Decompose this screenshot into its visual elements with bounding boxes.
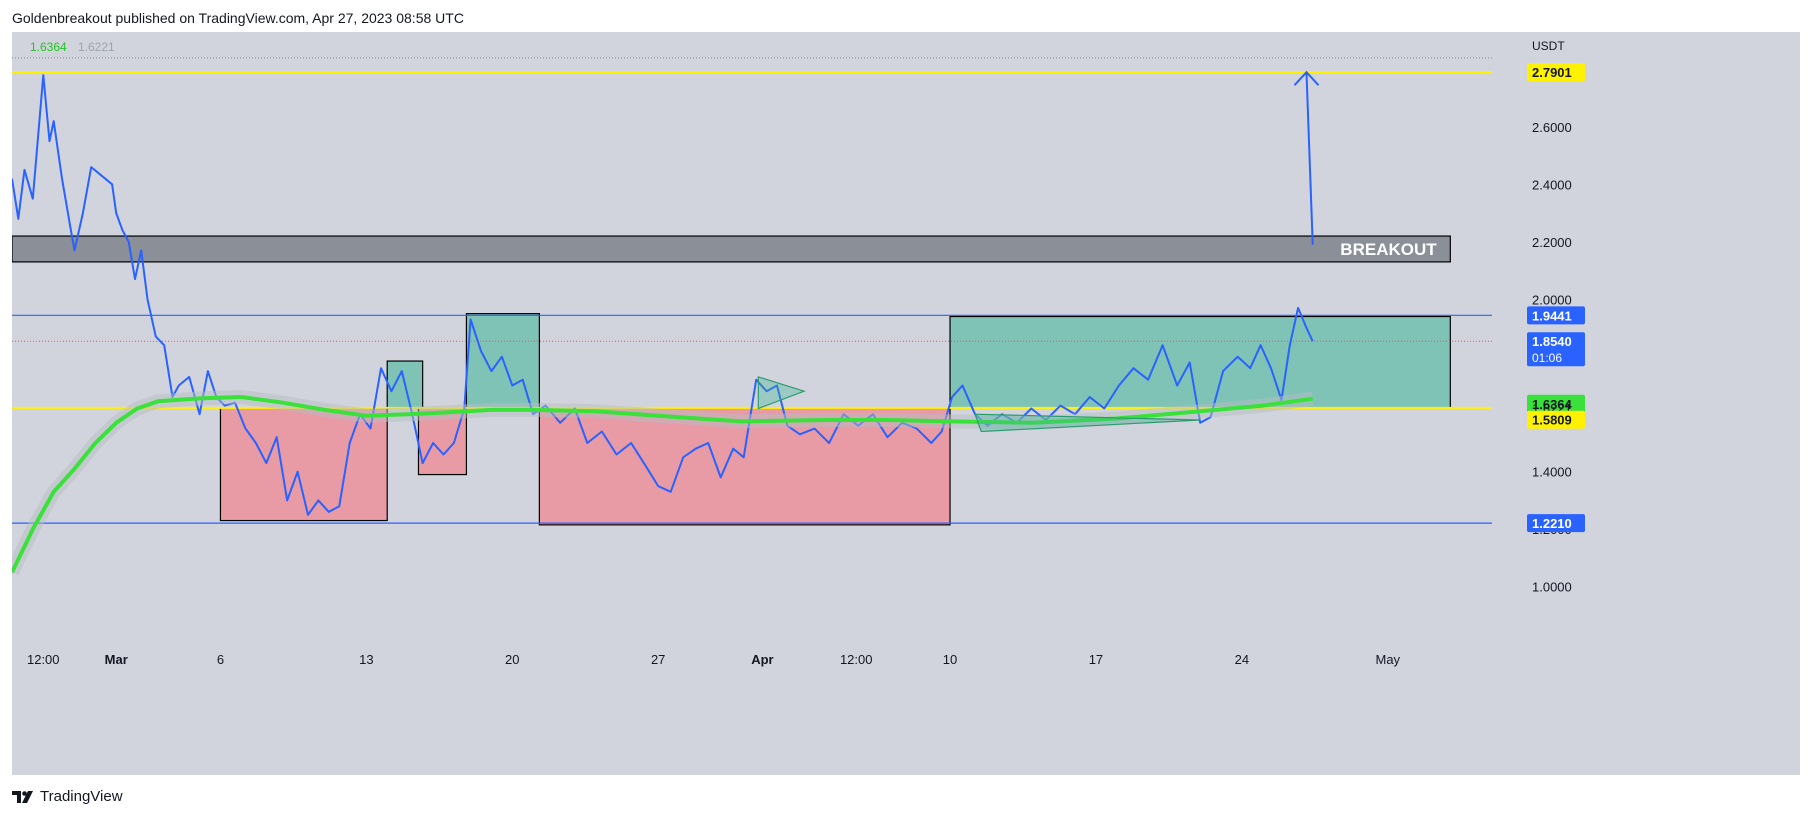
pennant-pattern [757, 376, 806, 410]
price-tag-3 [1527, 394, 1585, 413]
current-price-label: 1.6364 [30, 40, 67, 54]
breakout-arrow-shaft [1305, 72, 1314, 245]
x-tick-label: 10 [943, 652, 957, 667]
chart-area[interactable]: BREAKOUT1.00001.20001.40001.60001.80002.… [12, 32, 1800, 775]
y-tick-label: 1.4000 [1532, 465, 1572, 480]
x-tick-label: 13 [359, 652, 373, 667]
price-tag-2 [1527, 332, 1585, 367]
y-tick-label: 2.6000 [1532, 120, 1572, 135]
x-tick-label: 17 [1089, 652, 1103, 667]
y-tick-label: 2.4000 [1532, 177, 1572, 192]
price-tag-0 [1527, 63, 1585, 82]
x-tick-label: 20 [505, 652, 519, 667]
price-tag-1 [1527, 306, 1585, 325]
price-tag-text: 1.6364 [1532, 397, 1573, 412]
zone-red-1 [219, 407, 388, 522]
breakout-label: BREAKOUT [1340, 240, 1437, 259]
price-chart[interactable]: BREAKOUT1.00001.20001.40001.60001.80002.… [12, 32, 1800, 775]
x-tick-label: 12:00 [840, 652, 873, 667]
tradingview-footer[interactable]: TradingView [12, 788, 123, 805]
y-tick-label: 1.0000 [1532, 580, 1572, 595]
publish-header: Goldenbreakout published on TradingView.… [12, 10, 464, 26]
breakout-arrow-head [1293, 70, 1320, 86]
price-tag-6 [1527, 514, 1585, 533]
secondary-price-label: 1.6221 [78, 40, 115, 54]
price-tag-countdown: 01:06 [1532, 351, 1562, 365]
ma-line [12, 395, 1313, 574]
tradingview-logo-icon [12, 790, 33, 803]
x-tick-label: 24 [1235, 652, 1249, 667]
price-tag-text: 1.9441 [1532, 308, 1572, 323]
price-tag-text: 1.5809 [1532, 413, 1572, 428]
price-tag-text: 1.8540 [1532, 334, 1572, 349]
y-tick-label: 2.2000 [1532, 235, 1572, 250]
price-tag-text: 2.7901 [1532, 65, 1572, 80]
zone-breakout-0 [12, 235, 1451, 263]
currency-label: USDT [1532, 39, 1565, 53]
wedge-pattern [974, 413, 1201, 433]
zone-green-6 [949, 315, 1451, 409]
y-tick-label: 2.0000 [1532, 292, 1572, 307]
x-tick-label: 27 [651, 652, 665, 667]
x-tick-label: 12:00 [27, 652, 60, 667]
x-tick-label: 6 [217, 652, 224, 667]
tradingview-brand: TradingView [40, 788, 123, 805]
price-tag-5 [1527, 410, 1585, 429]
x-tick-label: Apr [751, 652, 773, 667]
x-tick-label: May [1375, 652, 1400, 667]
x-tick-label: Mar [105, 652, 128, 667]
price-tag-text: 1.2210 [1532, 516, 1572, 531]
